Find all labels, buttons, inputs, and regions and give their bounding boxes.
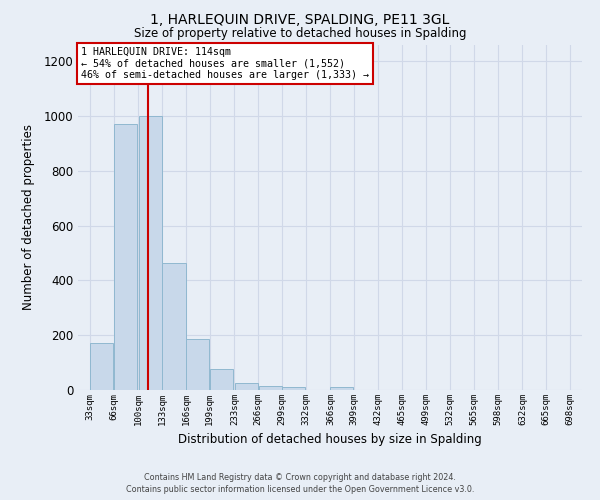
Bar [235, 383, 258, 390]
Text: Size of property relative to detached houses in Spalding: Size of property relative to detached ho… [134, 28, 466, 40]
Bar [330, 388, 353, 390]
Bar [114, 124, 137, 390]
Bar [283, 386, 305, 390]
Text: 1 HARLEQUIN DRIVE: 114sqm
← 54% of detached houses are smaller (1,552)
46% of se: 1 HARLEQUIN DRIVE: 114sqm ← 54% of detac… [80, 46, 368, 80]
Bar [187, 340, 209, 390]
Bar [210, 370, 233, 390]
Bar [163, 262, 185, 390]
Text: Contains HM Land Registry data © Crown copyright and database right 2024.
Contai: Contains HM Land Registry data © Crown c… [126, 472, 474, 494]
Bar [139, 116, 162, 390]
Bar [259, 386, 281, 390]
X-axis label: Distribution of detached houses by size in Spalding: Distribution of detached houses by size … [178, 434, 482, 446]
Y-axis label: Number of detached properties: Number of detached properties [22, 124, 35, 310]
Bar [90, 344, 113, 390]
Text: 1, HARLEQUIN DRIVE, SPALDING, PE11 3GL: 1, HARLEQUIN DRIVE, SPALDING, PE11 3GL [151, 12, 449, 26]
